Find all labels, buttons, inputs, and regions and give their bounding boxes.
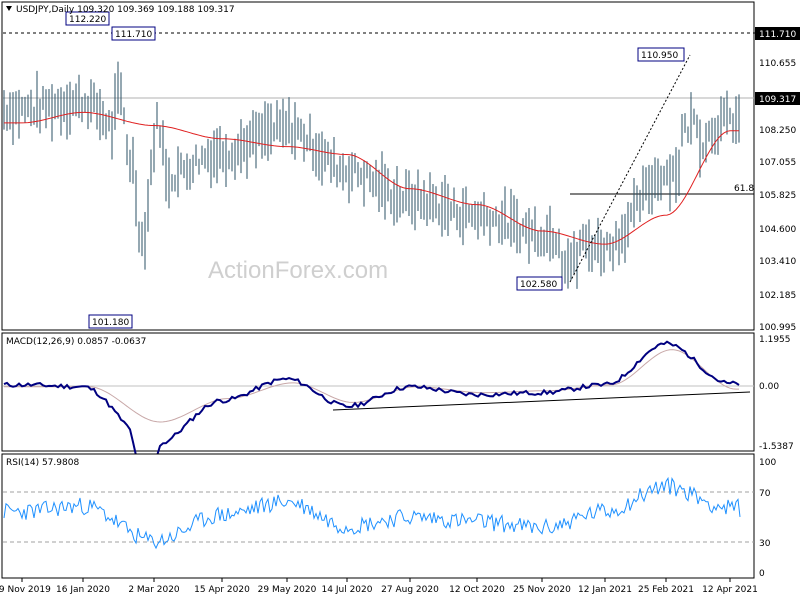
rsi-panel-frame bbox=[1, 453, 755, 579]
x-tick-label: 25 Nov 2020 bbox=[513, 585, 571, 595]
annotation-110-950: 110.950 bbox=[637, 47, 685, 62]
x-axis: 29 Nov 2019 16 Jan 2020 2 Mar 2020 15 Apr 2… bbox=[0, 577, 758, 595]
svg-text:102.580: 102.580 bbox=[520, 280, 557, 290]
price-y-axis: 111.710 110.655 109.317 108.250 107.055 … bbox=[754, 27, 800, 333]
rsi-y-tick: 70 bbox=[759, 489, 771, 499]
fib-label: 61.8 bbox=[734, 184, 754, 194]
macd-panel-frame bbox=[1, 332, 755, 452]
macd-y-tick: -1.5387 bbox=[759, 442, 794, 452]
macd-y-tick: 1.1955 bbox=[759, 335, 791, 345]
macd-y-tick: 0.00 bbox=[759, 382, 779, 392]
svg-text:110.950: 110.950 bbox=[641, 51, 678, 61]
price-panel-frame bbox=[1, 1, 755, 331]
triangle-down-icon bbox=[6, 6, 12, 11]
rsi-y-tick: 30 bbox=[759, 539, 771, 549]
x-tick-label: 12 Oct 2020 bbox=[449, 585, 505, 595]
current-price-tag bbox=[755, 92, 800, 105]
y-tick-label: 110.655 bbox=[759, 59, 796, 69]
macd-line bbox=[3, 340, 740, 475]
x-tick-label: 29 May 2020 bbox=[258, 585, 317, 595]
x-tick-label: 2 Mar 2020 bbox=[128, 585, 180, 595]
macd-trend-line bbox=[332, 391, 751, 411]
y-tick-label: 109.317 bbox=[759, 95, 796, 105]
x-tick-label: 27 Aug 2020 bbox=[381, 585, 439, 595]
macd-panel: MACD(12,26,9) 0.0857 -0.0637 1.1955 0.00… bbox=[1, 332, 794, 475]
y-tick-label: 111.710 bbox=[759, 30, 796, 40]
y-tick-label: 102.185 bbox=[759, 291, 796, 301]
x-tick-label: 16 Jan 2020 bbox=[56, 585, 110, 595]
moving-average-line bbox=[4, 111, 739, 245]
svg-text:112.220: 112.220 bbox=[69, 15, 106, 25]
rsi-panel: RSI(14) 57.9808 100 70 30 0 bbox=[1, 453, 776, 579]
rsi-y-tick: 0 bbox=[759, 569, 765, 579]
rsi-y-tick: 100 bbox=[759, 458, 776, 468]
svg-text:USDJPY,Daily 109.320 109.369: USDJPY,Daily 109.320 109.369 109.188 109… bbox=[16, 5, 235, 15]
y-tick-label: 103.410 bbox=[759, 257, 796, 267]
annotation-112-220: 112.220 bbox=[65, 11, 110, 26]
chart-title: USDJPY,Daily 109.320 109.369 109.188 109… bbox=[6, 5, 235, 15]
annotation-101-180: 101.180 bbox=[88, 314, 133, 329]
svg-text:111.710: 111.710 bbox=[115, 30, 152, 40]
ohlc-bars bbox=[3, 61, 740, 289]
annotation-102-580: 102.580 bbox=[516, 276, 563, 291]
svg-text:101.180: 101.180 bbox=[92, 318, 129, 328]
resistance-price-tag bbox=[755, 27, 800, 40]
y-tick-label: 104.600 bbox=[759, 225, 796, 235]
macd-title: MACD(12,26,9) 0.0857 -0.0637 bbox=[6, 337, 146, 347]
y-tick-label: 107.055 bbox=[759, 158, 796, 168]
rsi-title: RSI(14) 57.9808 bbox=[6, 458, 79, 468]
x-tick-label: 29 Nov 2019 bbox=[0, 585, 51, 595]
trend-line-dotted bbox=[569, 54, 691, 283]
annotation-111-710: 111.710 bbox=[111, 26, 156, 41]
price-panel: ActionForex.com 61.8 112.220 111.710 101… bbox=[1, 1, 755, 331]
x-tick-label: 12 Jan 2021 bbox=[578, 585, 632, 595]
x-tick-label: 15 Apr 2020 bbox=[194, 585, 250, 595]
x-tick-label: 12 Apr 2021 bbox=[702, 585, 758, 595]
watermark: ActionForex.com bbox=[208, 257, 388, 284]
x-tick-label: 14 Jul 2020 bbox=[322, 585, 373, 595]
y-tick-label: 105.825 bbox=[759, 191, 796, 201]
x-tick-label: 25 Feb 2021 bbox=[638, 585, 694, 595]
rsi-line bbox=[3, 476, 741, 550]
y-tick-label: 108.250 bbox=[759, 126, 796, 136]
y-tick-label: 100.995 bbox=[759, 323, 796, 333]
